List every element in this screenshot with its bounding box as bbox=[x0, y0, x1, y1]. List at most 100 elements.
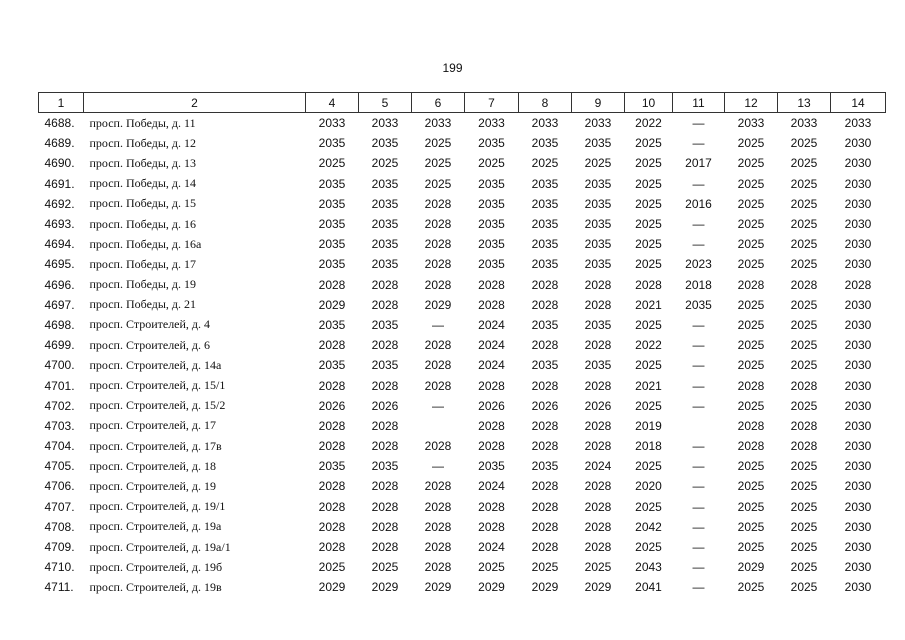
table-cell: 2033 bbox=[737, 116, 765, 131]
table-row: 4692. просп. Победы, д. 15 2035 2035 2028 203… bbox=[39, 194, 886, 214]
table-row: 4708. просп. Строителей, д. 19а 2028 2028 20… bbox=[39, 517, 886, 537]
table-cell: 2025 bbox=[635, 217, 662, 232]
table-cell: 2026 bbox=[318, 398, 346, 413]
table-cell: — bbox=[432, 398, 444, 413]
table-cell: просп. Строителей, д. 6 bbox=[89, 337, 211, 352]
table-cell: 2025 bbox=[790, 519, 818, 534]
table-cell: 2028 bbox=[318, 418, 346, 433]
table-cell: просп. Строителей, д. 14а bbox=[89, 357, 222, 372]
table-cell: — bbox=[432, 459, 444, 474]
table-cell: просп. Строителей, д. 4 bbox=[89, 317, 211, 332]
table-cell: — bbox=[692, 479, 705, 494]
table-cell: просп. Победы, д. 21 bbox=[89, 297, 197, 312]
table-cell: 2028 bbox=[584, 439, 612, 454]
table-cell: 2035 bbox=[531, 459, 559, 474]
table-cell: 2035 bbox=[478, 257, 505, 272]
table-cell: 2033 bbox=[318, 116, 346, 131]
table-cell: 2030 bbox=[844, 560, 872, 575]
table-cell: 2025 bbox=[635, 196, 662, 211]
table-cell: 2028 bbox=[635, 277, 662, 292]
table-cell: 2030 bbox=[844, 418, 872, 433]
table-cell: 2043 bbox=[635, 560, 662, 575]
table-cell: — bbox=[692, 217, 705, 232]
table-cell: 2025 bbox=[790, 479, 818, 494]
table-cell: 2028 bbox=[478, 499, 505, 514]
header-row: 1 2 4 5 6 7 8 9 10 11 12 13 14 bbox=[38, 92, 886, 113]
table-cell: 2028 bbox=[424, 237, 452, 252]
table-cell: 4691. bbox=[44, 176, 75, 191]
table-cell: 2028 bbox=[371, 277, 399, 292]
table-cell: 2029 bbox=[531, 580, 559, 595]
table-cell: 2028 bbox=[790, 277, 818, 292]
table-row: 4691. просп. Победы, д. 14 2035 2035 2025 203… bbox=[39, 174, 886, 194]
table-cell: 2025 bbox=[737, 176, 765, 191]
table-cell: 2028 bbox=[371, 439, 399, 454]
table-cell: — bbox=[692, 317, 705, 332]
table-cell: 2025 bbox=[737, 398, 765, 413]
table-cell: 2025 bbox=[424, 156, 452, 171]
table-cell: 2035 bbox=[531, 217, 559, 232]
table-cell: — bbox=[692, 560, 705, 575]
table-cell: 2035 bbox=[531, 358, 559, 373]
table-cell: 2028 bbox=[371, 418, 399, 433]
table-cell: 2035 bbox=[318, 196, 346, 211]
table-cell: 2030 bbox=[844, 297, 872, 312]
table-cell: 2016 bbox=[685, 196, 712, 211]
table-cell: 2025 bbox=[737, 257, 765, 272]
table-row: 4710. просп. Строителей, д. 19б 2025 2025 20… bbox=[39, 557, 886, 577]
table-cell: 2026 bbox=[531, 398, 559, 413]
table-cell: 2025 bbox=[790, 560, 818, 575]
table-cell: — bbox=[692, 540, 705, 555]
table-cell: 2018 bbox=[635, 439, 662, 454]
table-cell: 2030 bbox=[844, 398, 872, 413]
table-cell: 2028 bbox=[584, 540, 612, 555]
table-cell: 2025 bbox=[635, 237, 662, 252]
table-cell: 2035 bbox=[371, 176, 399, 191]
table-cell: 2029 bbox=[424, 297, 452, 312]
table-cell: 2025 bbox=[790, 297, 818, 312]
table-row: 4696. просп. Победы, д. 19 2028 2028 2028 202… bbox=[39, 275, 886, 295]
table-cell: — bbox=[692, 176, 705, 191]
table-cell: 2035 bbox=[478, 176, 505, 191]
table-cell: 2028 bbox=[531, 479, 559, 494]
table-row: 4701. просп. Строителей, д. 15/1 2028 2028 2… bbox=[39, 375, 886, 395]
table-cell: 2035 bbox=[371, 459, 399, 474]
table-cell: 2028 bbox=[737, 439, 765, 454]
table-cell: просп. Победы, д. 16а bbox=[89, 236, 202, 251]
table-cell: 4708. bbox=[44, 519, 75, 534]
table-cell: 2025 bbox=[737, 136, 765, 151]
table-cell: 2030 bbox=[844, 459, 872, 474]
table-cell: 2028 bbox=[531, 519, 559, 534]
table-cell: 2025 bbox=[478, 156, 505, 171]
table-cell: 2028 bbox=[371, 378, 399, 393]
table-cell: 2025 bbox=[737, 317, 765, 332]
table-cell: 2042 bbox=[635, 519, 662, 534]
table-cell: 2028 bbox=[584, 499, 612, 514]
header-cell: 11 bbox=[672, 92, 725, 113]
table-cell: 4695. bbox=[44, 257, 75, 272]
table-cell: — bbox=[692, 398, 705, 413]
table-cell: 2024 bbox=[478, 358, 505, 373]
table-cell: 2025 bbox=[737, 479, 765, 494]
table-cell: 2025 bbox=[371, 156, 399, 171]
table-cell: 2024 bbox=[478, 540, 505, 555]
table-cell: 2035 bbox=[318, 257, 346, 272]
table-cell: просп. Победы, д. 16 bbox=[89, 216, 197, 231]
table-cell: 2030 bbox=[844, 317, 872, 332]
table-cell: 2028 bbox=[584, 297, 612, 312]
table-cell: 2028 bbox=[584, 479, 612, 494]
table-cell: 2025 bbox=[635, 317, 662, 332]
table-cell: 2024 bbox=[478, 479, 505, 494]
table-cell: 2035 bbox=[584, 136, 612, 151]
table-cell: 2025 bbox=[371, 560, 399, 575]
table-cell: — bbox=[692, 459, 705, 474]
table-cell: 2018 bbox=[685, 277, 712, 292]
table-cell: 2028 bbox=[424, 257, 452, 272]
table-cell: 2025 bbox=[790, 176, 818, 191]
table-cell: 2025 bbox=[790, 217, 818, 232]
table-cell: 2025 bbox=[737, 237, 765, 252]
table-cell: 2041 bbox=[635, 580, 662, 595]
table-cell: 2028 bbox=[737, 418, 765, 433]
table-cell: просп. Победы, д. 11 bbox=[89, 115, 196, 130]
table-cell: 2028 bbox=[478, 418, 505, 433]
